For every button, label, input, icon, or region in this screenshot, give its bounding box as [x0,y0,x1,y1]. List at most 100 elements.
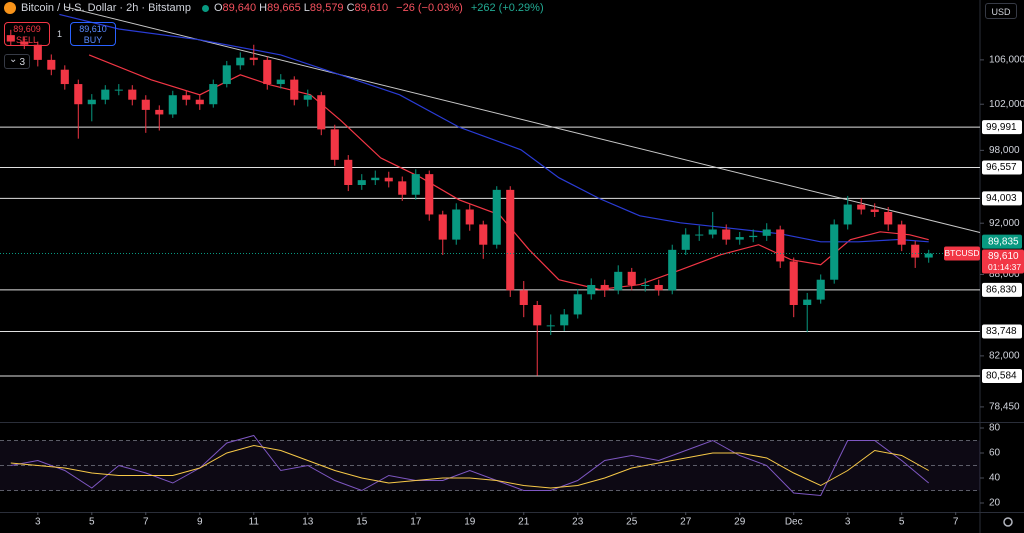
candle-body [182,95,191,100]
moving-average [59,13,929,243]
candle-body [249,57,258,60]
candle-body [573,294,582,315]
candle-body [60,69,69,85]
x-tick-label: 25 [626,517,638,528]
candle-body [411,174,420,195]
candle-body [708,229,717,235]
candle-body [897,224,906,245]
candle-body [236,57,245,66]
x-tick-label: 9 [197,517,203,528]
previous-price-label: 89,835 [988,236,1019,247]
x-tick-label: 23 [572,517,584,528]
level-label-box [982,324,1022,339]
level-label: 99,991 [986,122,1017,133]
candle-body [209,84,218,105]
candle-body [600,284,609,291]
buy-label: BUY [83,35,103,45]
candle-body [425,174,434,215]
y-tick-label: 60 [989,448,1001,459]
candle-body [168,95,177,115]
candle-body [479,224,488,245]
level-label-box [982,160,1022,175]
ohlc-value: 89,579 [309,2,344,14]
candle-body [195,99,204,105]
x-tick-label: Dec [785,517,803,528]
header: Bitcoin / U.S. Dollar · 2h · Bitstamp O8… [4,2,544,14]
candle-body [830,224,839,280]
candle-body [438,214,447,240]
buy-button[interactable]: 89,610 BUY [70,22,116,46]
sell-button[interactable]: 89,609 SELL [4,22,50,46]
candle-body [762,229,771,236]
candle-body [371,177,380,181]
trendline [64,6,980,233]
x-tick-label: 21 [518,517,530,528]
level-label-box [982,191,1022,206]
quantity: 1 [57,29,63,39]
y-tick-label: 20 [989,498,1001,509]
x-tick-label: 19 [464,517,476,528]
candle-body [614,271,623,291]
price-pane [0,6,980,377]
y-tick-label: 102,000 [989,99,1024,110]
candle-body [870,209,879,212]
ohlc-key: O [213,2,223,14]
previous-price-box [982,234,1022,249]
candle-body [276,79,285,85]
candle-body [546,325,555,327]
change: −26 (−0.03%) [396,2,463,14]
symbol-label: BTCUSD [945,248,980,258]
y-tick-label: 82,000 [989,351,1020,362]
candle-body [384,177,393,182]
candle-body [735,237,744,240]
indicators-toggle[interactable]: 3 [4,52,30,69]
market-status [201,4,209,12]
candle-body [330,129,339,160]
rsi-pane [0,434,980,497]
candle-body [884,211,893,225]
candle-body [128,89,137,100]
rsi-line [10,434,930,497]
ohlc-key: C [346,2,355,14]
x-tick-label: 5 [899,517,905,528]
y-tick-label: 106,000 [989,55,1024,66]
candle-body [87,99,96,105]
candle-body [357,180,366,185]
rsi-line [10,444,929,489]
candle-body [452,209,461,240]
change-24h: +262 (+0.29%) [470,2,544,14]
candle-body [654,284,663,291]
x-tick-label: 29 [734,517,746,528]
y-tick-label: 92,000 [989,218,1020,229]
x-tick-label: 7 [143,517,149,528]
y-tick-label: 98,000 [989,145,1020,156]
candle-body [533,304,542,326]
sell-label: SELL [15,35,39,45]
settings-button[interactable] [1003,517,1013,527]
candle-body [668,249,677,291]
sell-price: 89,609 [13,24,41,34]
symbol-title: Bitcoin / U.S. Dollar · 2h · Bitstamp [21,2,191,14]
candle-body [776,229,785,262]
candle-body [6,35,15,42]
candle-body [519,290,528,305]
y-tick-label: 80 [989,423,1001,434]
y-tick-label: 40 [989,473,1001,484]
level-label: 94,003 [986,193,1017,204]
ohlc-value: 89,665 [267,2,301,14]
ohlc-value: 89,610 [354,2,389,14]
x-tick-label: 13 [302,517,314,528]
ohlc-key: L [303,2,310,14]
candle-body [317,95,326,130]
candle-body [722,229,731,240]
candle-body [749,235,758,238]
candle-body [101,89,110,100]
currency-button[interactable]: USD [985,3,1017,19]
y-tick-label: 78,450 [989,402,1020,413]
x-tick-label: 3 [845,517,851,528]
ohlc-value: 89,640 [222,2,257,14]
candle-body [789,261,798,305]
candle-body [587,284,596,295]
candle-body [695,234,704,236]
